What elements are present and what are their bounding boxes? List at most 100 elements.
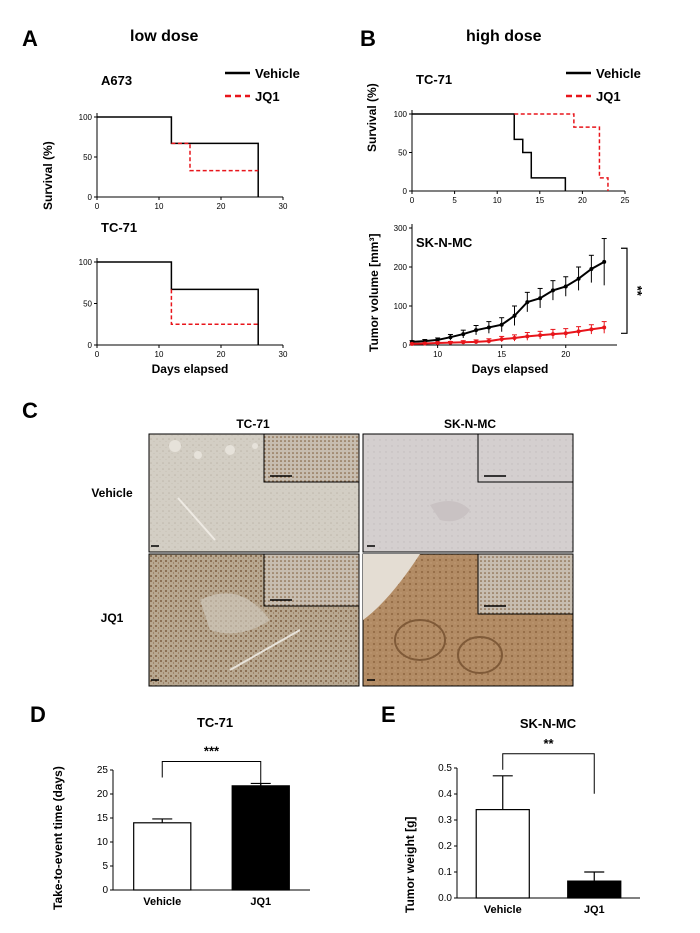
data-point — [525, 300, 530, 305]
x-tick-label: 30 — [279, 202, 288, 211]
y-tick-label: 0.4 — [438, 789, 452, 800]
chart-tc71-low-dose-survival: 0 50 100 0 10 20 30 TC-71 Days elapsed — [79, 220, 288, 376]
data-point — [576, 329, 581, 334]
y-tick-label: 20 — [97, 789, 109, 800]
data-point — [563, 331, 568, 336]
y-tick-label: 0 — [403, 341, 408, 350]
series-line — [97, 261, 259, 345]
bar — [567, 880, 622, 899]
significance-label: ** — [543, 736, 554, 751]
chart-title: TC-71 — [101, 220, 137, 235]
x-tick-label: 0 — [95, 202, 100, 211]
data-point — [602, 259, 607, 264]
chart-title: TC-71 — [197, 715, 233, 730]
x-tick-label: 20 — [578, 196, 587, 205]
y-tick-label: 0.3 — [438, 815, 452, 826]
bar — [231, 785, 290, 891]
data-point — [435, 337, 440, 342]
series-line — [411, 326, 605, 345]
data-point — [486, 325, 491, 330]
bar — [133, 822, 192, 891]
y-tick-label: 100 — [394, 110, 408, 119]
y-tick-label: 5 — [102, 861, 108, 872]
data-point — [538, 296, 543, 301]
x-tick-label: Vehicle — [143, 896, 181, 908]
y-tick-label: 50 — [398, 149, 407, 158]
data-point — [461, 340, 466, 345]
data-point — [589, 327, 594, 332]
data-point — [499, 322, 504, 327]
y-tick-label: 10 — [97, 837, 109, 848]
panel-letter-e: E — [381, 702, 396, 727]
x-tick-label: 15 — [497, 350, 506, 359]
y-tick-label: 0.0 — [438, 893, 452, 904]
x-tick-label: 20 — [217, 202, 226, 211]
significance-bracket — [502, 753, 595, 794]
data-point — [550, 288, 555, 293]
y-tick-label: 50 — [83, 153, 92, 162]
chart-title: A673 — [101, 73, 132, 88]
x-tick-label: 0 — [95, 350, 100, 359]
x-tick-label: 10 — [433, 350, 442, 359]
y-tick-label: 0 — [102, 885, 108, 896]
series-line — [514, 113, 609, 191]
y-tick-label: 0 — [88, 341, 93, 350]
chart-title: SK-N-MC — [416, 235, 473, 250]
y-tick-label: 15 — [97, 813, 109, 824]
histology-row-label: Vehicle — [91, 486, 133, 500]
x-tick-label: 25 — [621, 196, 630, 205]
x-tick-label: JQ1 — [250, 896, 271, 908]
chart-take-to-event: 0 5 10 15 20 25 Vehicle JQ1 *** TC-71 Take-to-even… — [51, 715, 310, 910]
x-axis-label: Days elapsed — [472, 362, 549, 376]
data-point — [602, 325, 607, 330]
data-point — [589, 266, 594, 271]
data-point — [512, 335, 517, 340]
x-tick-label: 5 — [452, 196, 457, 205]
series-line — [171, 142, 259, 172]
x-tick-label: 20 — [561, 350, 570, 359]
panel-title-a: low dose — [130, 28, 199, 45]
data-point — [461, 332, 466, 337]
data-point — [512, 313, 517, 318]
x-tick-label: 20 — [217, 350, 226, 359]
histology-col-label: SK-N-MC — [444, 417, 496, 431]
data-point — [486, 339, 491, 344]
y-axis-label: Survival (%) — [41, 141, 55, 210]
y-axis-label: Take-to-event time (days) — [51, 766, 65, 910]
data-point — [525, 334, 530, 339]
data-point — [435, 341, 440, 346]
y-tick-label: 100 — [79, 258, 93, 267]
legend-label: Vehicle — [255, 66, 300, 81]
significance-bracket — [161, 760, 262, 802]
data-point — [410, 341, 414, 346]
data-point — [499, 337, 504, 342]
x-tick-label: Vehicle — [484, 904, 522, 916]
y-tick-label: 200 — [394, 263, 408, 272]
y-tick-label: 300 — [394, 224, 408, 233]
histology-image — [362, 553, 574, 687]
legend-label: JQ1 — [596, 89, 621, 104]
x-tick-label: 30 — [279, 350, 288, 359]
panel-letter-c: C — [22, 398, 38, 423]
panel-letter-a: A — [22, 26, 38, 51]
y-axis-label: Tumor weight [g] — [403, 817, 417, 913]
series-line — [411, 261, 605, 343]
histology-row-label: JQ1 — [101, 611, 124, 625]
data-point — [474, 339, 479, 344]
data-point — [550, 332, 555, 337]
data-point — [422, 341, 427, 346]
chart-sknmc-tumor-volume: 0 100 200 300 10 15 20 SK-N-MC Tumor volume [mm³… — [367, 224, 645, 376]
y-tick-label: 0 — [88, 193, 93, 202]
panel-letter-d: D — [30, 702, 46, 727]
histology-col-label: TC-71 — [236, 417, 270, 431]
data-point — [576, 276, 581, 281]
series-line — [97, 116, 259, 197]
data-point — [538, 333, 543, 338]
histology-image — [148, 433, 360, 553]
chart-tc71-high-dose-survival: 0 50 100 0 5 10 15 20 25 TC-71 Survival (%) Vehicle… — [365, 66, 641, 205]
y-tick-label: 100 — [79, 113, 93, 122]
y-tick-label: 100 — [394, 302, 408, 311]
y-tick-label: 0 — [403, 187, 408, 196]
bar — [475, 808, 530, 899]
